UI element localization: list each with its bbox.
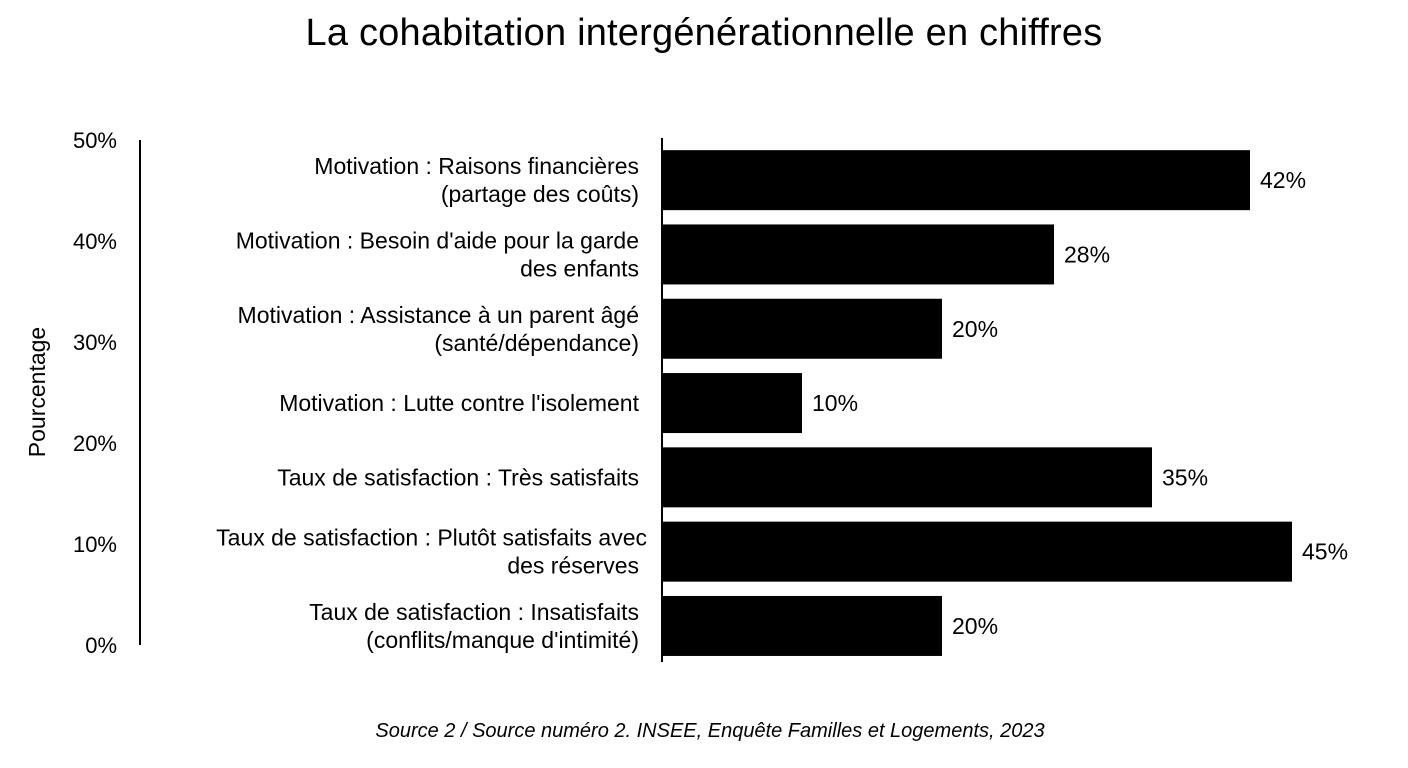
category-label: Motivation : Besoin d'aide pour la garde xyxy=(236,227,639,253)
bar xyxy=(662,298,942,359)
y-tick-label: 20% xyxy=(73,431,117,456)
bar-value-label: 42% xyxy=(1260,167,1306,193)
y-tick-label: 10% xyxy=(73,532,117,557)
bar-value-label: 20% xyxy=(952,316,998,342)
bar xyxy=(662,447,1152,508)
bar xyxy=(662,224,1054,285)
bar xyxy=(662,521,1292,582)
y-tick-label: 40% xyxy=(73,229,117,254)
bar-value-label: 35% xyxy=(1162,464,1208,490)
y-axis: 0% 10% 20% 30% 40% 50% Pourcentage xyxy=(24,128,141,658)
category-label: (conflits/manque d'intimité) xyxy=(366,627,639,653)
bar xyxy=(662,150,1250,211)
category-label: (santé/dépendance) xyxy=(434,330,639,356)
y-axis-label: Pourcentage xyxy=(24,327,50,457)
category-label: Taux de satisfaction : Très satisfaits xyxy=(277,464,639,490)
bars xyxy=(661,138,1292,662)
category-label: des réserves xyxy=(507,553,639,579)
y-tick-label: 30% xyxy=(73,330,117,355)
category-label: Motivation : Lutte contre l'isolement xyxy=(279,390,639,416)
y-tick-label: 50% xyxy=(73,128,117,153)
bar xyxy=(662,595,942,656)
category-labels: Motivation : Raisons financières(partage… xyxy=(216,153,647,653)
category-label: des enfants xyxy=(520,255,639,281)
bar-value-label: 45% xyxy=(1302,539,1348,565)
bar-value-label: 28% xyxy=(1064,241,1110,267)
category-label: (partage des coûts) xyxy=(441,181,639,207)
bar-value-label: 10% xyxy=(812,390,858,416)
value-labels: 42% 28% 20% 10% 35% 45% 20% xyxy=(812,167,1348,639)
bar-chart: 0% 10% 20% 30% 40% 50% Pourcentage Motivation … xyxy=(24,128,1348,662)
bar-value-label: 20% xyxy=(952,613,998,639)
category-label: Motivation : Assistance à un parent âgé xyxy=(238,302,639,328)
y-tick-label: 0% xyxy=(85,633,117,658)
category-label: Taux de satisfaction : Plutôt satisfaits… xyxy=(216,525,647,551)
chart-title: La cohabitation intergénérationnelle en … xyxy=(305,12,1103,54)
source-note: Source 2 / Source numéro 2. INSEE, Enquê… xyxy=(375,720,1045,742)
category-label: Motivation : Raisons financières xyxy=(314,153,639,179)
category-label: Taux de satisfaction : Insatisfaits xyxy=(309,599,639,625)
bar xyxy=(662,373,802,434)
